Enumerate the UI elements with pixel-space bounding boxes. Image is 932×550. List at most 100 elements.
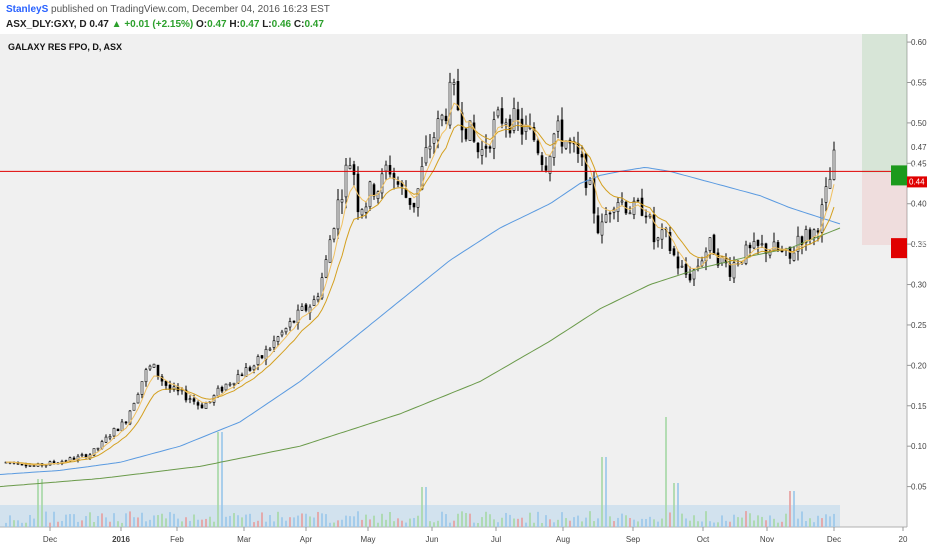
price-chart[interactable]: GALAXY RES FPO, D, ASX 0.600.550.500.450… [0,34,932,550]
volume-bar [49,522,51,527]
volume-bar [557,519,559,527]
candle-body [164,380,168,386]
volume-bar [821,518,823,527]
candle-body [608,212,612,215]
candle-body [192,398,196,402]
candle-body [680,265,684,268]
candle-body [808,229,812,240]
candle-body [828,178,832,189]
volume-bar [37,479,39,527]
volume-bar [825,514,827,527]
author-link[interactable]: StanleyS [6,4,49,15]
candle-body [396,181,400,185]
volume-bar [517,518,519,527]
volume-bar [225,516,227,527]
candle-body [636,199,640,202]
stop-price-box [891,238,907,259]
candle-body [512,108,516,131]
volume-bar [437,520,439,527]
volume-bar [613,521,615,527]
candle-body [124,421,128,424]
volume-bar [389,512,391,527]
volume-bar [833,513,835,527]
candle-body [448,81,452,126]
candle-body [564,140,568,149]
candle-body [748,244,752,249]
volume-bar [157,515,159,527]
y-tick-label: 0.05 [911,483,927,492]
plot-area[interactable] [0,34,907,527]
candle-body [560,119,564,147]
volume-bar [705,511,707,527]
volume-bar [241,517,243,527]
high-label: H: [229,19,240,30]
candle-body [544,165,548,171]
volume-bar [289,517,291,527]
candle-body [152,363,156,368]
x-tick-label: Jul [491,535,501,544]
candle-body [260,355,264,359]
volume-bar [813,522,815,527]
symbol-label[interactable]: ASX_DLY:GXY, D [6,19,87,30]
volume-bar [313,517,315,527]
candle-body [156,364,160,377]
candle-body [656,237,660,241]
target-zone[interactable] [862,34,907,173]
volume-bar [781,521,783,527]
candle-body [120,421,124,432]
volume-bar [501,517,503,527]
candles [4,68,836,469]
ma-200-line [0,227,841,488]
volume-bar [301,513,303,527]
volume-bar [297,515,299,527]
candle-body [444,115,448,122]
candle-body [484,145,488,149]
candle-body [312,299,316,306]
volume-bar [593,521,595,527]
candle-body [628,212,632,215]
candle-body [604,214,608,223]
volume-bar [333,522,335,527]
volume-bar [237,515,239,527]
candle-body [328,239,332,263]
publish-line: StanleyS published on TradingView.com, D… [6,3,330,16]
volume-bar [417,515,419,527]
volume-bar [61,520,63,527]
candle-body [688,273,692,281]
volume-bar [361,519,363,527]
volume-bar [349,516,351,527]
candle-body [360,209,364,216]
volume-bar [577,515,579,527]
candle-body [216,387,220,397]
candle-body [440,114,444,121]
volume-bar [581,521,583,527]
volume-bar [145,521,147,527]
candle-body [584,153,588,188]
candle-body [832,149,836,180]
candle-body [364,206,368,213]
volume-bar [589,511,591,527]
change-arrow-icon: ▲ [111,19,122,30]
volume-bar [197,519,199,527]
volume-bar [73,514,75,527]
volume-bar [257,520,259,527]
volume-bar [21,522,23,527]
y-tick-label: 0.40 [911,200,927,209]
x-tick-label: Dec [43,535,57,544]
volume-bar [701,521,703,527]
volume-bar [141,512,143,527]
volume-bar [165,518,167,527]
candle-body [276,336,280,342]
volume-bar [829,516,831,527]
resistance-price-label: 0.44 [909,177,925,186]
volume-bar [721,515,723,527]
candle-body [804,229,808,243]
volume-bar [325,514,327,527]
volume-bar [29,514,31,527]
volume-bar [457,513,459,527]
volume-bar [485,511,487,527]
target-price-box [891,165,907,186]
candle-body [716,252,720,266]
candle-body [752,241,756,249]
volume-bar [65,514,67,527]
